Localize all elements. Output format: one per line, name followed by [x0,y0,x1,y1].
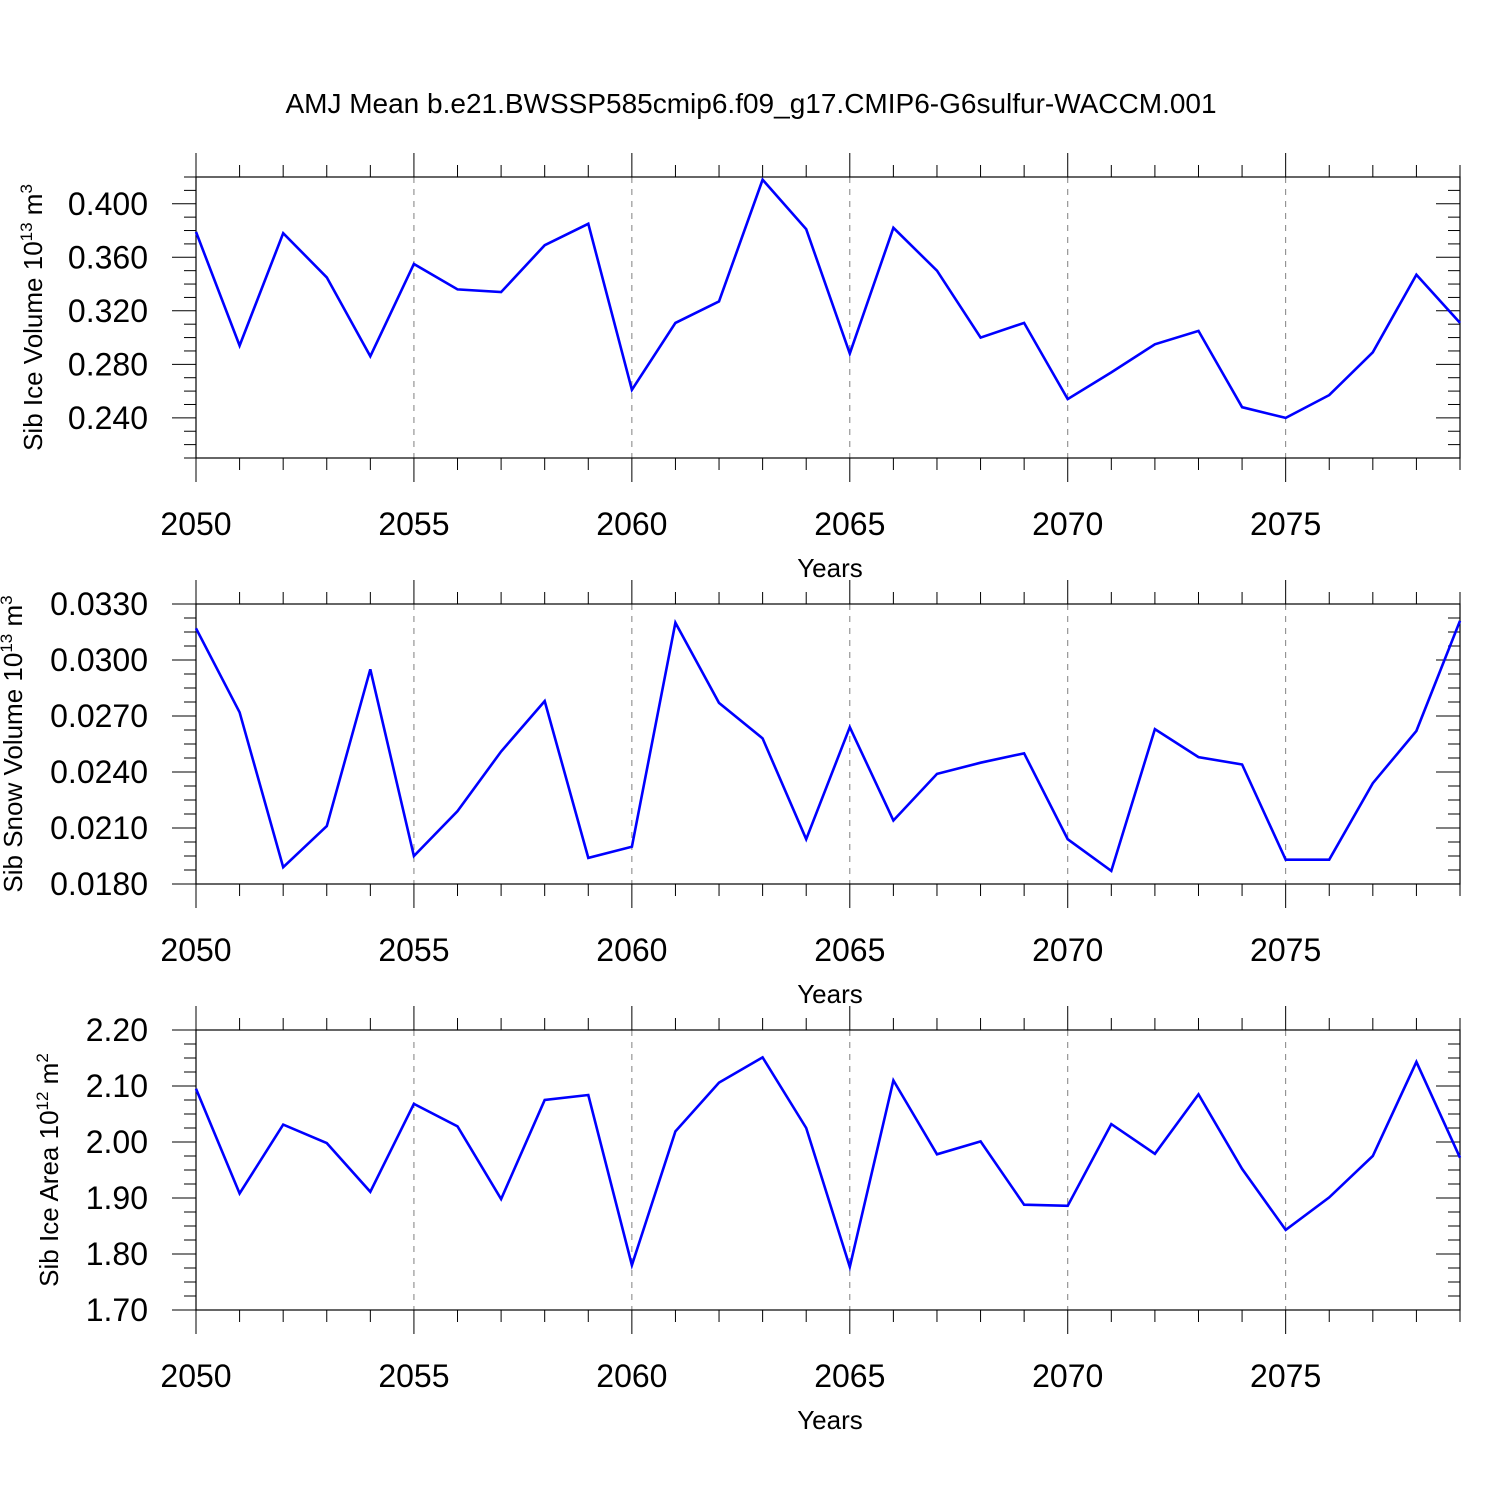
x-tick-label: 2055 [378,1358,449,1394]
x-tick-label: 2075 [1250,1358,1321,1394]
y-tick-label: 1.70 [86,1292,148,1328]
chart-panels: 2050 2055 2060 2065 2070 2075 0.240 0.280 0.320 0… [0,153,1462,1435]
series-line [194,618,1462,874]
y-tick-label: 0.0180 [50,866,148,902]
x-tick-label: 2060 [596,506,667,542]
y-tick-label: 2.10 [86,1068,148,1104]
y-axis-label-unit: m [0,605,28,634]
x-tick-label: 2075 [1250,932,1321,968]
panel-2: 2050 2055 2060 2065 2070 2075 0.0180 0.0210 0.02… [0,580,1462,1009]
series-line [194,177,1461,420]
y-axis-label: Sib Snow Volume 1013 m3 [0,595,28,892]
series-line [194,1055,1462,1272]
y-tick-label: 0.240 [68,400,148,436]
x-tick-label: 2050 [160,1358,231,1394]
y-axis-label-unit: m [18,194,48,223]
y-tick-label: 2.00 [86,1124,148,1160]
x-tick-label: 2050 [160,506,231,542]
y-tick-label: 0.0330 [50,586,148,622]
plot-frame [195,1029,1461,1311]
y-axis-label-unit-exponent: 3 [17,184,36,193]
y-axis-label-unit-exponent: 2 [33,1053,52,1062]
x-tick-label: 2070 [1032,506,1103,542]
plot-frame [195,603,1461,885]
x-tick-label: 2075 [1250,506,1321,542]
x-axis-label: Years [797,553,863,583]
x-axis-label: Years [797,979,863,1009]
chart-title: AMJ Mean b.e21.BWSSP585cmip6.f09_g17.CMI… [285,88,1216,119]
y-axis-label: Sib Ice Volume 1013 m3 [17,184,48,451]
x-tick-label: 2060 [596,932,667,968]
x-tick-label: 2065 [814,506,885,542]
y-axis-label: Sib Ice Area 1012 m2 [33,1053,64,1287]
x-tick-label: 2050 [160,932,231,968]
y-tick-label: 0.400 [68,186,148,222]
x-tick-label: 2065 [814,932,885,968]
y-tick-label: 0.0240 [50,754,148,790]
y-tick-label: 1.80 [86,1236,148,1272]
x-tick-label: 2070 [1032,932,1103,968]
y-axis-label-text: Sib Snow Volume 10 [0,653,28,893]
panel-3: 2050 2055 2060 2065 2070 2075 1.70 1.80 1.90 2.00… [33,1006,1462,1435]
y-tick-label: 0.0210 [50,810,148,846]
y-axis-label-unit-exponent: 3 [0,595,16,604]
y-axis-label-unit: m [34,1063,64,1092]
y-tick-label: 0.360 [68,239,148,275]
plot-frame [195,176,1461,459]
x-tick-label: 2055 [378,506,449,542]
y-tick-label: 0.0270 [50,698,148,734]
x-tick-label: 2065 [814,1358,885,1394]
y-axis-label-exponent: 13 [17,222,36,241]
y-axis-label-exponent: 12 [33,1092,52,1111]
x-axis-label: Years [797,1405,863,1435]
x-tick-label: 2070 [1032,1358,1103,1394]
y-tick-label: 0.320 [68,293,148,329]
x-tick-label: 2060 [596,1358,667,1394]
y-tick-label: 0.280 [68,346,148,382]
y-tick-label: 0.0300 [50,642,148,678]
y-tick-label: 2.20 [86,1012,148,1048]
y-axis-label-text: Sib Ice Volume 10 [18,241,48,451]
x-tick-label: 2055 [378,932,449,968]
y-axis-label-exponent: 13 [0,634,16,653]
y-axis-label-text: Sib Ice Area 10 [34,1110,64,1286]
panel-1: 2050 2055 2060 2065 2070 2075 0.240 0.280 0.320 0… [17,153,1461,583]
y-tick-label: 1.90 [86,1180,148,1216]
